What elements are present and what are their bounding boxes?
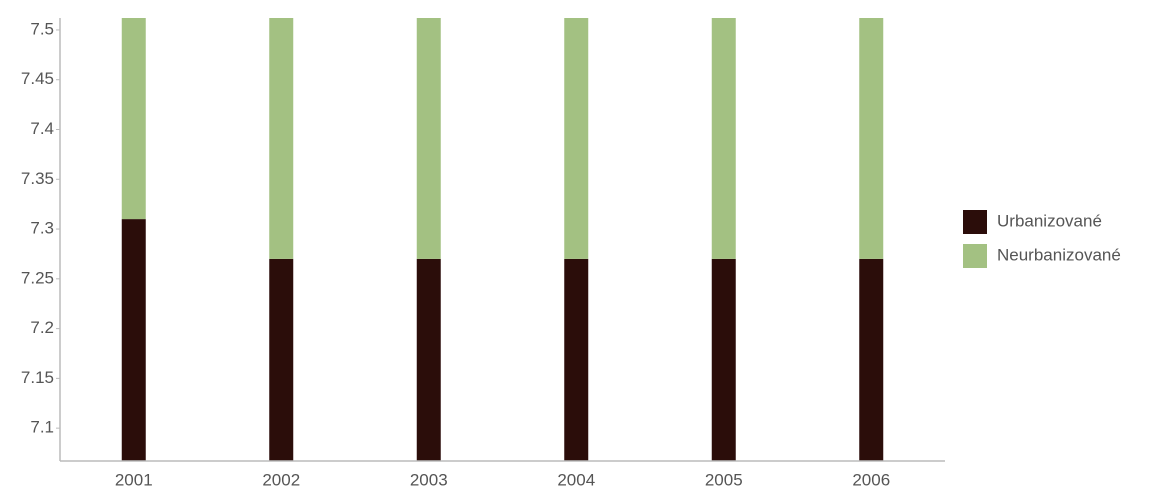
legend-swatch bbox=[963, 210, 987, 234]
y-tick-label: 7.25 bbox=[21, 268, 54, 287]
x-tick-label: 2006 bbox=[852, 470, 890, 489]
bar-segment bbox=[564, 258, 589, 461]
y-tick-label: 7.2 bbox=[30, 318, 54, 337]
y-tick-label: 7.35 bbox=[21, 169, 54, 188]
bar-segment bbox=[859, 258, 884, 461]
bar-segment bbox=[269, 18, 294, 259]
bar-segment bbox=[416, 258, 441, 461]
y-tick-label: 7.45 bbox=[21, 69, 54, 88]
x-tick-label: 2002 bbox=[262, 470, 300, 489]
bar-segment bbox=[121, 219, 146, 461]
bar-segment bbox=[711, 18, 736, 259]
y-tick-label: 7.1 bbox=[30, 418, 54, 437]
x-tick-label: 2003 bbox=[410, 470, 448, 489]
y-tick-label: 7.15 bbox=[21, 368, 54, 387]
x-tick-label: 2004 bbox=[557, 470, 595, 489]
bar-segment bbox=[269, 258, 294, 461]
bar-segment bbox=[711, 258, 736, 461]
bar-segment bbox=[564, 18, 589, 259]
legend-label: Urbanizované bbox=[997, 211, 1102, 230]
legend-swatch bbox=[963, 244, 987, 268]
bars bbox=[121, 18, 884, 461]
bar-segment bbox=[121, 18, 146, 220]
bar-segment bbox=[416, 18, 441, 259]
bar-segment bbox=[859, 18, 884, 259]
x-tick-label: 2005 bbox=[705, 470, 743, 489]
y-tick-label: 7.4 bbox=[30, 119, 54, 138]
y-tick-label: 7.5 bbox=[30, 19, 54, 38]
y-tick-label: 7.3 bbox=[30, 219, 54, 238]
x-tick-label: 2001 bbox=[115, 470, 153, 489]
legend-label: Neurbanizované bbox=[997, 245, 1121, 264]
